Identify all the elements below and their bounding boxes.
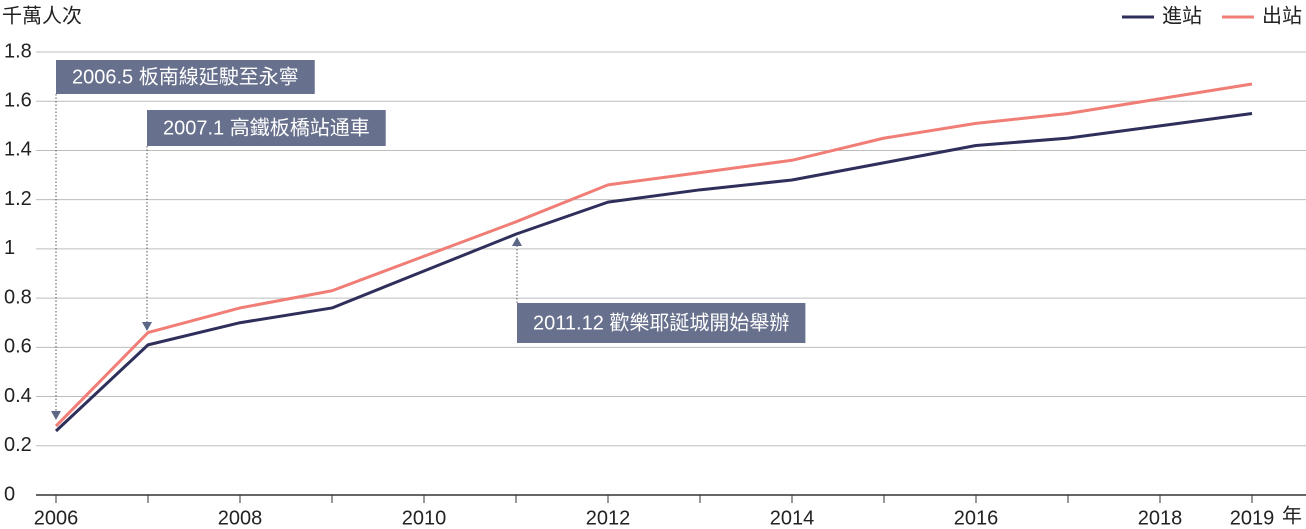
annotation-text: 2006.5 板南線延駛至永寧: [72, 65, 299, 88]
annotation-box: [147, 110, 386, 146]
x-tick-label: 2010: [402, 507, 447, 529]
y-tick-label: 1.4: [4, 139, 32, 161]
y-tick-label: 0.4: [4, 385, 32, 407]
annotation-arrowhead: [512, 237, 522, 246]
x-tick-label: 2014: [770, 507, 815, 529]
y-tick-label: 1: [4, 237, 15, 259]
annotation-box: [56, 60, 315, 94]
x-tick-label: 2006: [34, 507, 79, 529]
series-line: [54, 112, 1253, 433]
series-line: [54, 82, 1253, 428]
legend-label: 進站: [1162, 4, 1202, 27]
annotation-text: 2007.1 高鐵板橋站通車: [163, 115, 370, 139]
annotation: 2007.1 高鐵板橋站通車: [142, 110, 386, 331]
y-tick-label: 1.8: [4, 40, 32, 62]
x-tick-label: 2008: [218, 507, 263, 529]
annotation: 2006.5 板南線延駛至永寧: [51, 60, 315, 420]
y-tick-label: 1.2: [4, 188, 32, 210]
x-tick-label: 2019: [1230, 507, 1275, 529]
annotation-box: [517, 303, 806, 343]
y-tick-label: 0.8: [4, 286, 32, 308]
y-tick-label: 0.2: [4, 434, 32, 456]
annotation-arrowhead: [142, 322, 152, 331]
annotation-text: 2011.12 歡樂耶誕城開始舉辦: [533, 311, 789, 334]
annotation-arrowhead: [51, 411, 61, 420]
y-tick-label: 0: [4, 483, 15, 505]
y-axis-label: 千萬人次: [2, 4, 82, 27]
y-tick-label: 0.6: [4, 336, 32, 358]
x-tick-label: 2012: [586, 507, 631, 529]
legend-label: 出站: [1262, 4, 1302, 27]
x-tick-label: 2016: [954, 507, 999, 529]
y-tick-label: 1.6: [4, 90, 32, 112]
x-unit: 年: [1282, 504, 1302, 527]
annotation: 2011.12 歡樂耶誕城開始舉辦: [512, 237, 806, 343]
x-tick-label: 2018: [1138, 507, 1183, 529]
